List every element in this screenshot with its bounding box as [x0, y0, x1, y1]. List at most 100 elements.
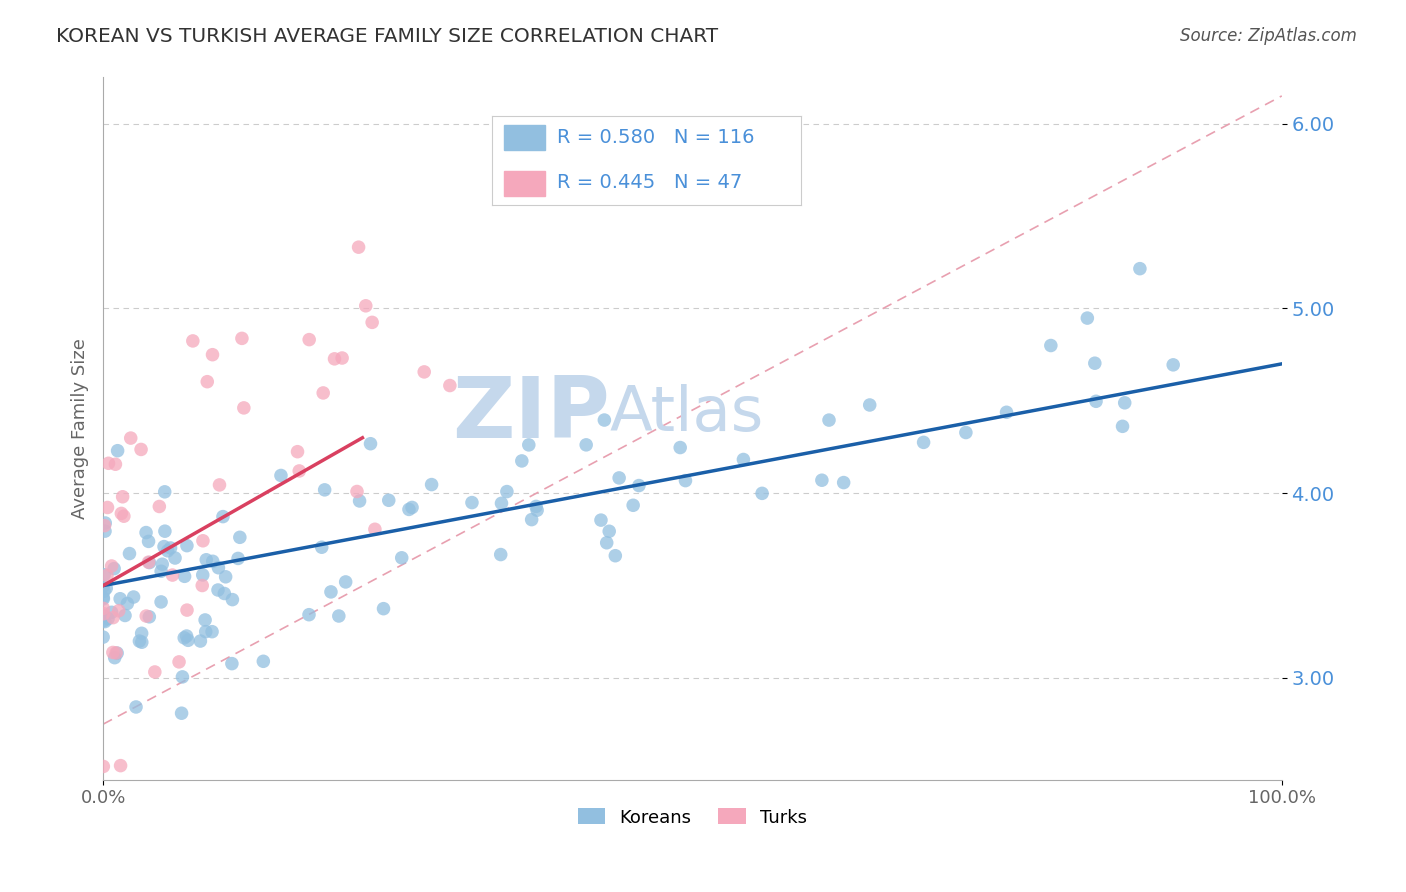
Point [201, 554, 224, 568]
Point [191, 568, 214, 582]
Text: ZIP: ZIP [453, 373, 610, 456]
Point [104, 650, 127, 665]
Point [105, 646, 128, 660]
Text: R = 0.580   N = 116: R = 0.580 N = 116 [557, 128, 755, 147]
Point [287, 444, 309, 458]
Point [201, 624, 224, 639]
Point [1084, 356, 1107, 370]
Point [93, 614, 115, 628]
Point [93, 584, 115, 599]
Point [107, 604, 129, 618]
Point [138, 534, 160, 549]
Point [108, 591, 131, 606]
Point [526, 503, 548, 517]
Point [391, 550, 413, 565]
Point [207, 582, 229, 597]
Point [314, 483, 336, 497]
Point [373, 601, 395, 615]
Point [214, 586, 236, 600]
Point [100, 605, 122, 619]
Point [995, 405, 1018, 419]
Point [461, 495, 484, 509]
Point [607, 471, 630, 485]
Point [122, 590, 145, 604]
Point [153, 540, 176, 554]
Point [311, 540, 333, 554]
Point [100, 559, 122, 574]
Point [94, 524, 117, 538]
Y-axis label: Average Family Size: Average Family Size [72, 338, 89, 519]
Point [1129, 261, 1152, 276]
Point [1076, 311, 1098, 326]
Point [818, 413, 841, 427]
Point [138, 610, 160, 624]
Point [101, 610, 124, 624]
Point [153, 484, 176, 499]
Point [135, 609, 157, 624]
Point [91, 630, 114, 644]
Point [347, 240, 370, 254]
Point [323, 351, 346, 366]
Point [1085, 394, 1108, 409]
Point [627, 478, 650, 492]
Bar [505, 171, 544, 196]
Point [214, 570, 236, 584]
Point [181, 334, 204, 348]
Point [153, 524, 176, 538]
Point [91, 579, 114, 593]
Point [128, 634, 150, 648]
Point [496, 484, 519, 499]
Point [176, 629, 198, 643]
Point [349, 494, 371, 508]
Point [232, 401, 254, 415]
Point [575, 438, 598, 452]
Point [401, 500, 423, 515]
Point [201, 348, 224, 362]
Point [208, 478, 231, 492]
Point [96, 568, 118, 582]
Point [354, 299, 377, 313]
Point [110, 758, 132, 772]
Point [226, 551, 249, 566]
Point [110, 507, 132, 521]
Point [319, 585, 342, 599]
Point [859, 398, 882, 412]
Point [288, 464, 311, 478]
Point [270, 468, 292, 483]
Point [93, 518, 115, 533]
Point [955, 425, 977, 440]
Point [335, 574, 357, 589]
Text: Atlas: Atlas [610, 384, 765, 444]
Point [162, 568, 184, 582]
Point [138, 556, 160, 570]
Point [94, 516, 117, 530]
Point [117, 597, 139, 611]
Point [96, 500, 118, 515]
Point [298, 607, 321, 622]
Point [125, 700, 148, 714]
Point [114, 608, 136, 623]
Point [111, 490, 134, 504]
Point [118, 547, 141, 561]
Point [97, 612, 120, 626]
Point [912, 435, 935, 450]
Point [589, 513, 612, 527]
Point [364, 522, 387, 536]
Point [101, 645, 124, 659]
Bar [505, 125, 544, 150]
Point [191, 578, 214, 592]
Point [360, 436, 382, 450]
Point [194, 613, 217, 627]
Point [172, 670, 194, 684]
Point [96, 581, 118, 595]
Point [105, 646, 128, 660]
Point [104, 457, 127, 471]
Point [112, 509, 135, 524]
Point [377, 493, 399, 508]
Point [669, 441, 692, 455]
Point [194, 624, 217, 639]
Point [524, 500, 547, 514]
Point [103, 561, 125, 575]
Point [177, 633, 200, 648]
Point [156, 544, 179, 558]
